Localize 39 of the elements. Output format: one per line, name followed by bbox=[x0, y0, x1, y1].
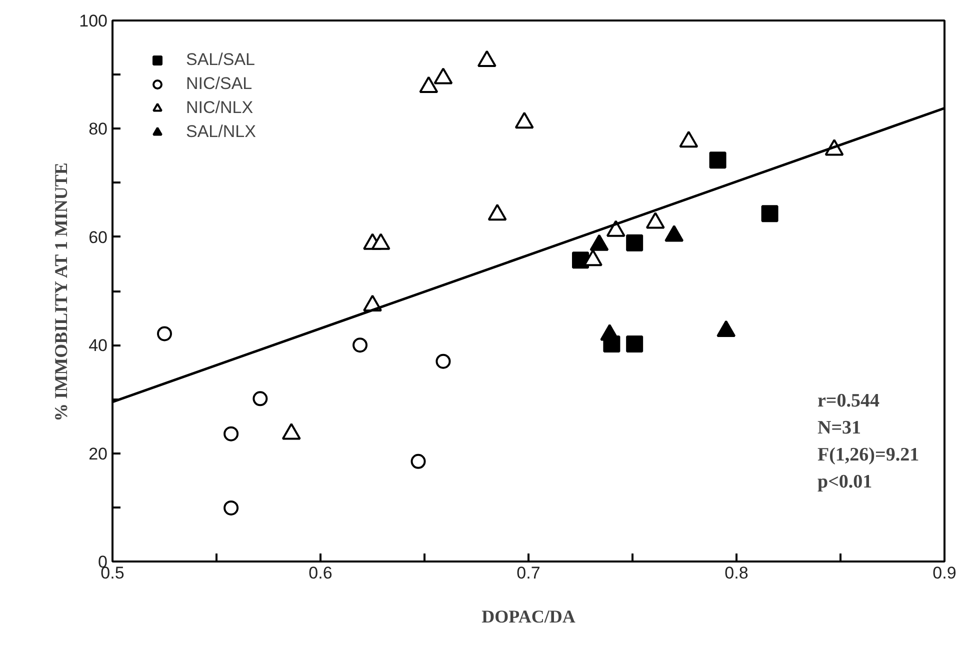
point bbox=[590, 234, 609, 251]
point bbox=[224, 426, 239, 442]
y-tick-label: 100 bbox=[79, 12, 108, 30]
x-tick-label: 0.6 bbox=[308, 564, 332, 582]
point bbox=[436, 354, 451, 369]
x-axis-title: DOPAC/DA bbox=[482, 606, 576, 626]
point bbox=[716, 320, 736, 337]
point bbox=[488, 204, 507, 221]
point bbox=[352, 338, 368, 353]
point bbox=[477, 50, 496, 67]
point bbox=[679, 130, 698, 148]
point bbox=[434, 68, 453, 84]
annotation: F(1,26)=9.21 bbox=[818, 444, 920, 466]
point bbox=[664, 225, 684, 242]
point bbox=[224, 500, 239, 516]
legend-label: NIC/NLX bbox=[186, 98, 254, 118]
point bbox=[410, 454, 426, 469]
point bbox=[626, 336, 644, 353]
legend-label: SAL/NLX bbox=[186, 122, 256, 142]
point bbox=[157, 326, 172, 342]
x-tick-label: 0.9 bbox=[932, 564, 956, 582]
point bbox=[646, 212, 665, 229]
annotation: N=31 bbox=[818, 418, 862, 438]
point bbox=[252, 391, 268, 406]
legend-label: SAL/SAL bbox=[186, 50, 255, 70]
point bbox=[514, 112, 534, 129]
point bbox=[419, 76, 438, 93]
x-tick-label: 0.7 bbox=[516, 564, 540, 582]
legend-label: NIC/SAL bbox=[186, 74, 252, 94]
y-tick-label: 20 bbox=[88, 444, 108, 464]
x-tick-label: 0.8 bbox=[724, 564, 748, 582]
y-axis-title: % IMMOBILITY AT 1 MINUTE bbox=[51, 162, 72, 422]
y-tick-label: 60 bbox=[88, 228, 108, 247]
point bbox=[371, 233, 390, 250]
annotation: p<0.01 bbox=[818, 472, 872, 492]
y-tick-label: 40 bbox=[88, 336, 108, 356]
annotation: r=0.544 bbox=[818, 390, 880, 412]
y-tick-label: 80 bbox=[88, 120, 108, 139]
point bbox=[606, 220, 626, 237]
